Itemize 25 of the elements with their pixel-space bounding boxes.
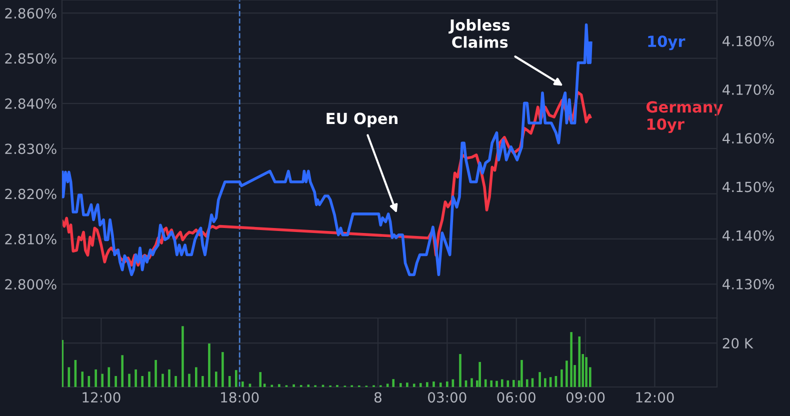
y-tick-label: 20 K — [722, 338, 754, 349]
y2-tick-label: 4.150% — [722, 182, 774, 192]
annotation: EU Open — [326, 112, 398, 128]
x-tick-label: 12:00 — [636, 392, 674, 403]
y2-tick-label: 4.140% — [722, 230, 774, 241]
y-tick-label: 2.860% — [5, 8, 56, 19]
x-tick-label: 8 — [374, 392, 382, 403]
y-tick-label: 2.810% — [5, 234, 56, 244]
annotation: Jobless Claims — [448, 18, 510, 48]
y2-tick-label: 4.160% — [722, 133, 774, 144]
x-tick-label: 06:00 — [497, 392, 536, 403]
y2-tick-label: 4.170% — [722, 84, 774, 95]
x-tick-label: 09:00 — [566, 392, 605, 403]
y-tick-label: 2.850% — [5, 53, 56, 64]
y-tick-label: 2.820% — [5, 188, 56, 200]
y-tick-label: 2.840% — [5, 98, 56, 109]
text: Germany 10yr — [646, 101, 723, 133]
x-tick-label: 03:00 — [428, 392, 466, 403]
y2-tick-label: 4.130% — [722, 278, 774, 290]
x-tick-label: 18:00 — [221, 392, 259, 403]
y2-tick-label: 4.180% — [722, 36, 774, 46]
x-tick-label: 12:00 — [82, 392, 120, 403]
text: 10yr — [648, 36, 686, 50]
y-tick-label: 2.830% — [5, 144, 56, 154]
y-tick-label: 2.800% — [5, 279, 56, 290]
